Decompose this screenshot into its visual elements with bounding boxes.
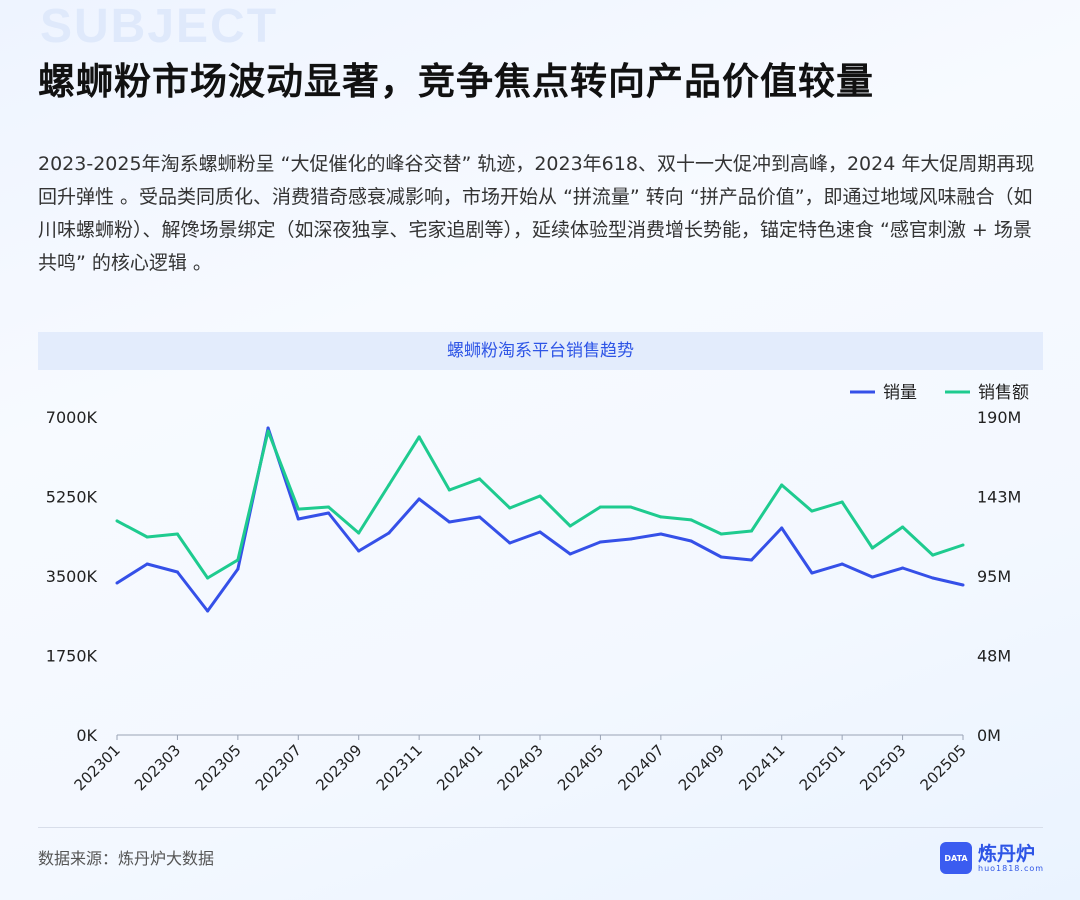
- data-point: [689, 539, 693, 543]
- x-axis-tick: 202505: [917, 741, 970, 794]
- data-point: [175, 532, 179, 536]
- brand-logo: DATA 炼丹炉 huo1818.com: [940, 842, 1044, 874]
- series-line-sales-amount: [116, 429, 964, 580]
- logo-name: 炼丹炉: [978, 842, 1036, 865]
- data-point: [327, 505, 330, 509]
- data-point: [357, 531, 361, 535]
- data-point: [659, 515, 663, 519]
- data-point: [840, 562, 844, 566]
- x-axis-tick: 202503: [856, 741, 909, 794]
- line-chart: 0K 1750K 3500K 5250K 7000K 0M 48M 95M 143M 190M 20…: [46, 383, 1029, 794]
- x-axis-tick: 202307: [252, 741, 305, 794]
- data-point: [447, 488, 451, 492]
- data-point: [719, 532, 723, 536]
- data-point: [478, 477, 482, 481]
- x-axis-tick: 202311: [373, 741, 426, 794]
- data-point: [387, 531, 391, 535]
- data-point: [901, 525, 905, 529]
- data-point: [538, 530, 542, 534]
- data-point: [145, 535, 149, 539]
- data-point: [750, 529, 753, 533]
- data-point: [870, 575, 874, 579]
- x-axis-tick: 202401: [433, 741, 486, 794]
- data-point: [901, 566, 905, 570]
- data-point: [810, 509, 814, 513]
- data-point: [719, 555, 723, 559]
- data-point: [961, 543, 965, 547]
- data-point: [931, 553, 935, 557]
- data-point: [236, 558, 240, 562]
- left-axis-tick: 0K: [76, 726, 97, 745]
- watermark: SUBJECT: [40, 0, 279, 53]
- data-point: [145, 562, 149, 566]
- data-point: [840, 500, 844, 504]
- divider: [38, 827, 1043, 828]
- data-point: [266, 426, 270, 430]
- data-point: [357, 549, 361, 553]
- data-point: [538, 494, 542, 498]
- left-axis-tick: 5250K: [46, 488, 98, 507]
- right-axis-tick: 143M: [977, 488, 1021, 507]
- data-point: [206, 576, 210, 580]
- data-point: [175, 570, 179, 574]
- data-point: [961, 583, 965, 587]
- data-point: [689, 518, 693, 522]
- data-point: [780, 483, 784, 487]
- left-axis-tick: 3500K: [46, 567, 98, 586]
- legend-label: 销售额: [978, 383, 1029, 403]
- data-point: [598, 505, 602, 509]
- right-axis-tick: 95M: [977, 567, 1011, 586]
- data-point: [659, 532, 663, 536]
- x-axis-tick: 202305: [191, 741, 244, 794]
- right-axis-tick: 48M: [977, 647, 1011, 666]
- x-axis-tick: 202409: [675, 741, 728, 794]
- data-point: [447, 520, 451, 524]
- data-point: [810, 571, 814, 575]
- data-point: [598, 540, 602, 544]
- left-axis-tick: 7000K: [46, 408, 98, 427]
- data-point: [629, 537, 633, 541]
- data-point: [478, 515, 482, 519]
- summary-paragraph: 2023-2025年淘系螺蛳粉呈 “大促催化的峰谷交替” 轨迹，2023年618…: [38, 153, 1035, 274]
- data-point: [417, 497, 421, 501]
- data-point: [206, 609, 210, 613]
- x-axis-tick: 202303: [131, 741, 184, 794]
- x-axis-tick: 202301: [71, 741, 124, 794]
- data-point: [568, 524, 572, 528]
- data-point: [931, 576, 935, 580]
- data-point: [387, 483, 391, 487]
- data-point: [115, 581, 119, 585]
- data-point: [327, 511, 330, 515]
- data-point: [629, 505, 633, 509]
- x-axis-tick: 202407: [614, 741, 667, 794]
- page-title: 螺蛳粉市场波动显著，竞争焦点转向产品价值较量: [38, 60, 874, 103]
- data-point: [568, 552, 572, 556]
- data-point: [115, 519, 119, 523]
- data-point: [266, 429, 270, 433]
- logo-url: huo1818.com: [978, 863, 1045, 873]
- chart-title: 螺蛳粉淘系平台销售趋势: [38, 332, 1043, 370]
- x-axis-tick: 202405: [554, 741, 607, 794]
- legend-label: 销量: [883, 383, 917, 403]
- data-point: [780, 526, 784, 530]
- x-axis-tick: 202411: [735, 741, 788, 794]
- x-axis-tick: 202403: [494, 741, 547, 794]
- data-point: [417, 435, 421, 439]
- x-axis-tick: 202501: [796, 741, 849, 794]
- data-point: [508, 506, 512, 510]
- data-source: 数据来源：炼丹炉大数据: [38, 849, 215, 868]
- logo-icon: DATA: [940, 842, 972, 874]
- data-point: [296, 517, 300, 521]
- data-point: [750, 558, 753, 562]
- right-axis-tick: 190M: [977, 408, 1021, 427]
- right-axis-tick: 0M: [977, 726, 1001, 745]
- data-point: [296, 507, 300, 511]
- series-line-sales-volume: [116, 426, 964, 613]
- data-point: [236, 567, 240, 571]
- x-axis-tick: 202309: [312, 741, 365, 794]
- data-point: [870, 546, 874, 550]
- data-point: [508, 541, 512, 545]
- left-axis-tick: 1750K: [46, 647, 98, 666]
